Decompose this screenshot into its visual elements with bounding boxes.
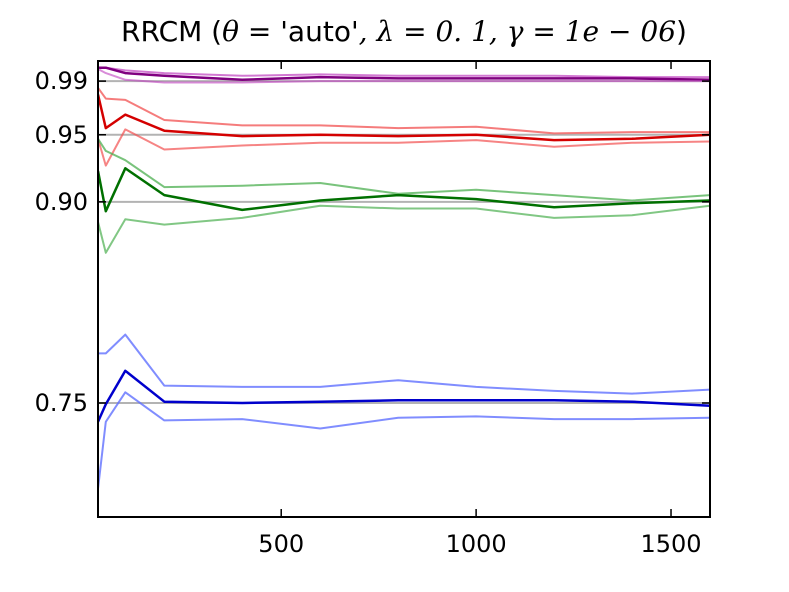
- series-line-0.95-lower: [98, 128, 710, 167]
- series-line-0.99-upper: [98, 66, 710, 79]
- x-tick-label: 1000: [446, 530, 507, 558]
- chart-title-lambda-value: 0. 1: [435, 15, 488, 48]
- chart-title-lambda: λ: [375, 15, 394, 48]
- series-line-0.99-mean: [98, 66, 710, 82]
- chart-title-eq-2: =: [394, 15, 435, 48]
- series-line-0.90-mean: [98, 167, 710, 213]
- chart-title: RRCM (θ = 'auto', λ = 0. 1, γ = 1e − 06): [121, 15, 687, 48]
- chart-title-prefix: RRCM (: [121, 15, 222, 48]
- series-layer: [98, 66, 710, 489]
- series-line-0.90-upper: [98, 138, 710, 202]
- y-tick-label: 0.99: [35, 67, 88, 95]
- series-line-0.90-lower: [98, 204, 710, 254]
- chart-title-theta: θ: [222, 15, 239, 48]
- chart-title-gamma: γ: [507, 15, 524, 48]
- x-tick-label: 1500: [640, 530, 701, 558]
- series-line-0.75-lower: [98, 391, 710, 489]
- series-line-0.95-mean: [98, 94, 710, 142]
- x-tick-label: 500: [258, 530, 304, 558]
- y-tick-label: 0.75: [35, 389, 88, 417]
- y-tick-label: 0.95: [35, 121, 88, 149]
- y-tick-label: 0.90: [35, 188, 88, 216]
- series-line-0.99-lower: [98, 68, 710, 84]
- chart-title-gamma-value: 1e − 06: [565, 15, 676, 48]
- plot-frame: [97, 60, 711, 518]
- series-line-0.95-upper: [98, 87, 710, 135]
- chart-title-eq: =: [239, 15, 280, 48]
- chart-title-sep2: ,: [489, 15, 507, 48]
- chart-title-theta-value: 'auto': [280, 15, 358, 48]
- chart-title-sep1: ,: [359, 15, 377, 48]
- tick-layer: 0.75 0.90 0.95 0.99 500 1000 1500: [35, 61, 710, 558]
- chart-title-eq-3: =: [523, 15, 564, 48]
- series-line-0.75-mean: [98, 369, 710, 423]
- series-line-0.75-upper: [98, 333, 710, 395]
- chart-title-suffix: ): [676, 15, 687, 48]
- reference-lines: [98, 80, 710, 404]
